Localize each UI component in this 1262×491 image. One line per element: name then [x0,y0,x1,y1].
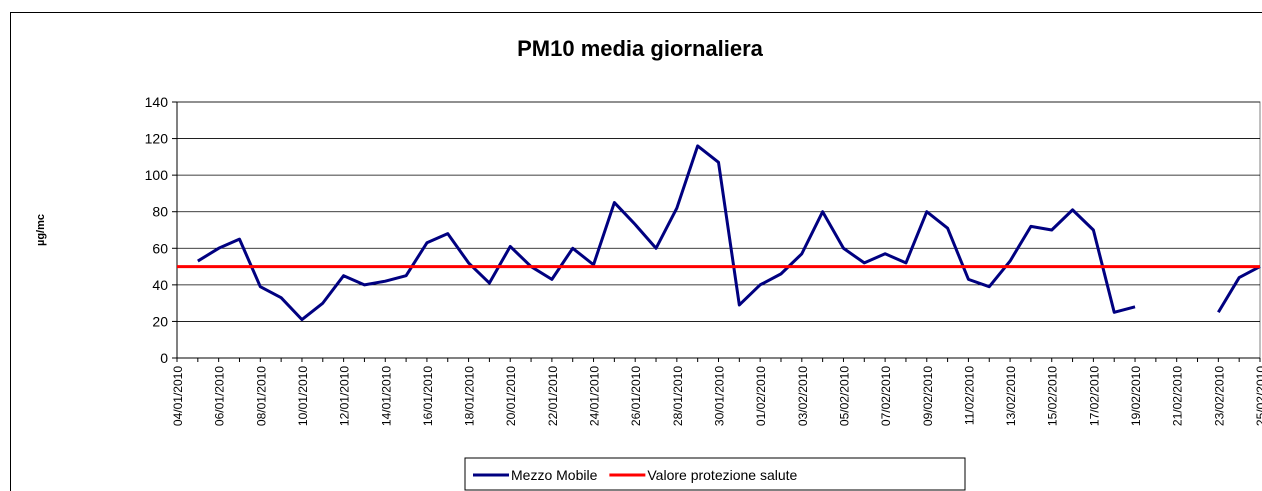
y-tick-label: 100 [145,167,169,183]
x-tick-label: 17/02/2010 [1087,366,1101,426]
y-tick-label: 120 [145,131,169,147]
legend-box [464,457,966,491]
x-tick-label: 26/01/2010 [629,366,643,426]
x-tick-label: 20/01/2010 [504,366,518,426]
x-tick-label: 04/01/2010 [171,366,185,426]
chart-title: PM10 media giornaliera [517,36,764,61]
x-tick-label: 18/01/2010 [463,366,477,426]
x-tick-label: 30/01/2010 [713,366,727,426]
x-tick-label: 21/02/2010 [1171,366,1185,426]
x-tick-label: 24/01/2010 [588,366,602,426]
x-tick-label: 06/01/2010 [213,366,227,426]
y-tick-label: 140 [145,94,169,110]
y-axis-label: µg/mc [35,214,47,246]
y-tick-label: 80 [152,204,168,220]
x-tick-label: 13/02/2010 [1004,366,1018,426]
y-tick-label: 40 [152,277,168,293]
x-tick-label: 11/02/2010 [962,366,976,425]
x-tick-label: 01/02/2010 [754,366,768,426]
x-tick-label: 23/02/2010 [1212,366,1226,426]
x-tick-label: 09/02/2010 [921,366,935,426]
x-tick-label: 22/01/2010 [546,366,560,426]
x-tick-label: 28/01/2010 [671,366,685,426]
legend-label: Valore protezione salute [647,467,797,483]
series-line [197,144,1261,322]
x-tick-label: 03/02/2010 [796,366,810,426]
x-tick-label: 25/02/2010 [1254,366,1262,426]
y-tick-label: 20 [152,313,168,329]
x-tick-label: 14/01/2010 [379,366,393,426]
y-tick-label: 60 [152,240,168,256]
x-tick-label: 07/02/2010 [879,366,893,426]
x-tick-label: 16/01/2010 [421,366,435,426]
x-tick-label: 15/02/2010 [1046,366,1060,426]
x-tick-label: 19/02/2010 [1129,366,1143,426]
plot-area [176,101,1261,359]
x-tick-label: 12/01/2010 [338,366,352,426]
x-tick-label: 05/02/2010 [837,366,851,426]
x-tick-label: 08/01/2010 [254,366,268,426]
y-tick-label: 0 [160,350,168,366]
x-tick-label: 10/01/2010 [296,366,310,426]
legend-label: Mezzo Mobile [511,467,598,483]
